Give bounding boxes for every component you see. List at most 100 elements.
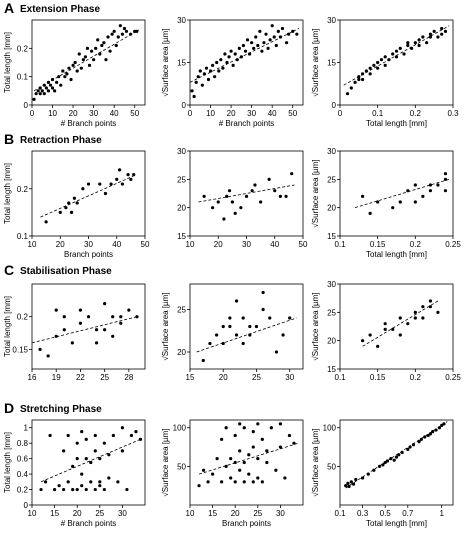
y-axis-label-d3: √Surface area [µm] xyxy=(311,428,320,496)
data-point-d3-5 xyxy=(354,477,358,482)
data-point-d2-4 xyxy=(215,457,219,461)
data-point-d2-32 xyxy=(269,426,273,430)
data-point-b1-13 xyxy=(117,168,122,172)
data-point-c3-15 xyxy=(436,310,440,314)
data-point-d3-3 xyxy=(349,480,353,484)
data-point-a1-12 xyxy=(50,86,55,90)
data-point-d2-11 xyxy=(233,480,237,484)
data-point-d3-20 xyxy=(411,443,416,447)
data-point-c1-10 xyxy=(119,321,123,325)
data-point-c3-9 xyxy=(413,316,417,320)
data-point-c1-9 xyxy=(111,315,115,319)
plot-frame-d3 xyxy=(339,419,454,506)
data-point-d1-32 xyxy=(111,433,115,438)
x-tick-label-d2-2: 20 xyxy=(231,509,240,518)
y-tick-label-d1-2: 0.4 xyxy=(17,470,29,479)
plot-frame-c3 xyxy=(339,283,454,370)
data-point-a1-24 xyxy=(73,60,77,65)
x-tick-label-b3-2: 0.2 xyxy=(410,240,422,249)
data-point-d2-31 xyxy=(265,449,269,453)
data-point-a2-27 xyxy=(245,38,250,42)
x-tick-label-c1-4: 28 xyxy=(124,373,133,382)
data-point-a1-26 xyxy=(77,52,81,56)
data-point-a2-9 xyxy=(208,69,213,73)
data-point-d2-33 xyxy=(274,468,278,472)
x-tick-label-a2-3: 30 xyxy=(247,109,256,118)
data-point-d1-29 xyxy=(102,441,106,445)
y-tick-label-b2-3: 30 xyxy=(177,147,186,156)
plot-frame-b2 xyxy=(189,150,304,237)
data-point-d1-15 xyxy=(80,429,84,434)
data-point-b2-11 xyxy=(253,183,257,187)
data-point-a1-28 xyxy=(81,58,85,62)
data-point-a1-21 xyxy=(67,66,71,70)
data-point-c1-15 xyxy=(78,308,83,312)
data-point-a1-2 xyxy=(36,89,40,93)
data-point-b1-12 xyxy=(115,177,119,181)
data-point-b2-3 xyxy=(222,217,226,221)
data-point-a2-20 xyxy=(231,63,235,67)
data-point-d1-4 xyxy=(57,484,61,488)
data-point-d2-30 xyxy=(265,460,269,465)
plot-c1: 16 19 22 25 28 0.15 0.2 Total length [mm] xyxy=(3,283,146,382)
data-point-d2-34 xyxy=(278,422,282,426)
x-tick-label-b2-0: 10 xyxy=(186,240,195,249)
data-point-d1-8 xyxy=(66,433,70,438)
data-point-b3-3 xyxy=(391,206,395,210)
data-point-a2-13 xyxy=(217,69,221,73)
y-tick-label-b3-3: 30 xyxy=(327,147,336,156)
y-tick-label-b1-0: 0.1 xyxy=(17,232,29,241)
data-point-a1-19 xyxy=(63,75,67,79)
data-point-a1-29 xyxy=(83,55,88,59)
data-point-a1-45 xyxy=(116,35,120,39)
x-tick-label-c1-3: 25 xyxy=(100,373,109,382)
x-tick-label-a2-1: 10 xyxy=(206,109,215,118)
data-point-b2-15 xyxy=(278,194,282,198)
data-point-d3-10 xyxy=(381,463,385,467)
data-point-a3-27 xyxy=(417,43,421,48)
data-point-d3-0 xyxy=(344,484,348,488)
data-point-a3-8 xyxy=(368,72,372,76)
y-tick-label-b3-0: 15 xyxy=(327,232,336,241)
x-axis-label-a3: Total length [mm] xyxy=(366,119,427,128)
data-point-b2-17 xyxy=(290,172,294,176)
data-point-d1-3 xyxy=(53,487,57,492)
data-point-a3-22 xyxy=(406,43,410,48)
panel-letter-d: D xyxy=(4,400,14,416)
data-point-c1-14 xyxy=(94,328,99,332)
plot-frame-a2 xyxy=(189,19,304,106)
data-point-a2-40 xyxy=(272,35,276,39)
data-point-a3-26 xyxy=(417,38,421,42)
data-point-c2-10 xyxy=(268,316,272,320)
x-tick-label-a3-3: 0.3 xyxy=(447,109,459,118)
data-point-a3-36 xyxy=(443,29,448,33)
data-point-d3-29 xyxy=(440,423,444,428)
plot-c3: 0.1 0.15 0.2 0.25 15 20 25 30 √Surface area [µm] xyxy=(311,280,461,382)
data-point-c1-4 xyxy=(70,341,74,345)
y-tick-label-c2-1: 25 xyxy=(177,306,186,315)
x-tick-label-b1-2: 30 xyxy=(84,240,93,249)
data-point-d1-28 xyxy=(102,487,106,492)
data-point-d1-26 xyxy=(98,457,102,461)
data-point-d1-19 xyxy=(84,437,88,441)
data-point-d1-37 xyxy=(129,433,134,438)
data-point-d3-9 xyxy=(377,464,382,468)
data-point-d1-25 xyxy=(98,484,102,488)
data-point-d1-24 xyxy=(93,449,97,453)
y-axis-label-c2: √Surface area [µm] xyxy=(161,292,170,360)
panel-letter-a: A xyxy=(4,0,14,16)
data-point-b1-16 xyxy=(129,177,133,181)
x-tick-label-d3-2: 0.5 xyxy=(380,509,392,518)
data-point-b3-11 xyxy=(436,183,440,187)
data-point-c2-13 xyxy=(288,316,292,320)
data-point-a1-32 xyxy=(89,49,94,53)
y-tick-label-b2-1: 20 xyxy=(177,204,186,213)
data-point-c2-4 xyxy=(228,324,232,329)
data-point-c3-2 xyxy=(376,344,380,348)
data-point-a2-5 xyxy=(200,83,204,87)
data-point-c3-4 xyxy=(383,322,387,326)
data-point-d3-22 xyxy=(419,437,423,441)
data-point-a2-48 xyxy=(295,32,299,36)
trend-line-c1 xyxy=(31,316,138,344)
y-tick-label-a1-2: 0.2 xyxy=(17,44,29,53)
